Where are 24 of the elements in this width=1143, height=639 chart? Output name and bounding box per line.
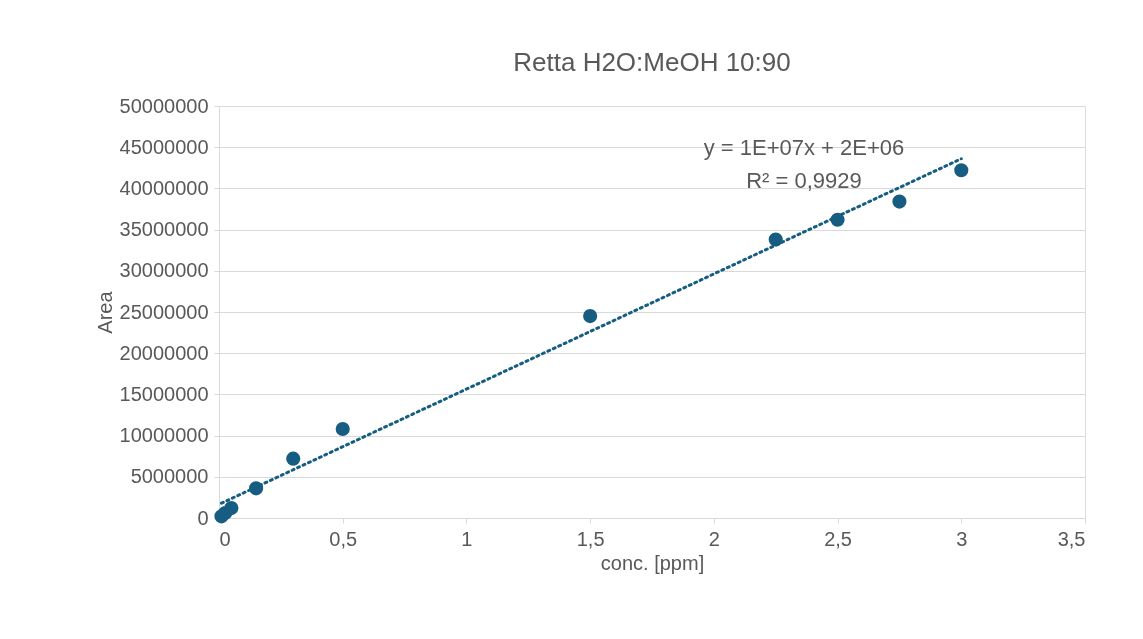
- y-tick-label: 20000000: [119, 341, 209, 364]
- y-tick-label: 5000000: [130, 465, 209, 488]
- y-tick-label: 30000000: [119, 259, 209, 282]
- annotation: R² = 0,9929: [746, 168, 862, 193]
- x-tick-label: 1,5: [576, 527, 605, 550]
- x-tick-label: 3,5: [1057, 527, 1086, 550]
- x-tick-label: 1: [461, 527, 473, 550]
- y-tick-label: 0: [197, 506, 209, 529]
- y-tick-label: 25000000: [119, 300, 209, 323]
- y-tick-label: 45000000: [119, 135, 209, 158]
- y-tick-label: 35000000: [119, 218, 209, 241]
- x-tick-label: 2,5: [824, 527, 852, 550]
- chart-title: Retta H2O:MeOH 10:90: [513, 47, 791, 77]
- x-tick-label: 3: [956, 527, 968, 550]
- y-tick-label: 10000000: [119, 424, 209, 447]
- y-tick-label: 15000000: [119, 382, 209, 405]
- x-tick-label: 0: [219, 527, 231, 550]
- annotation: y = 1E+07x + 2E+06: [703, 135, 905, 160]
- x-axis-title: conc. [ppm]: [600, 551, 705, 574]
- x-tick-label: 2: [708, 527, 720, 550]
- y-tick-label: 40000000: [119, 176, 209, 199]
- x-tick-label: 0,5: [329, 527, 358, 550]
- y-axis-title: Area: [93, 290, 116, 334]
- y-tick-label: 50000000: [119, 94, 209, 117]
